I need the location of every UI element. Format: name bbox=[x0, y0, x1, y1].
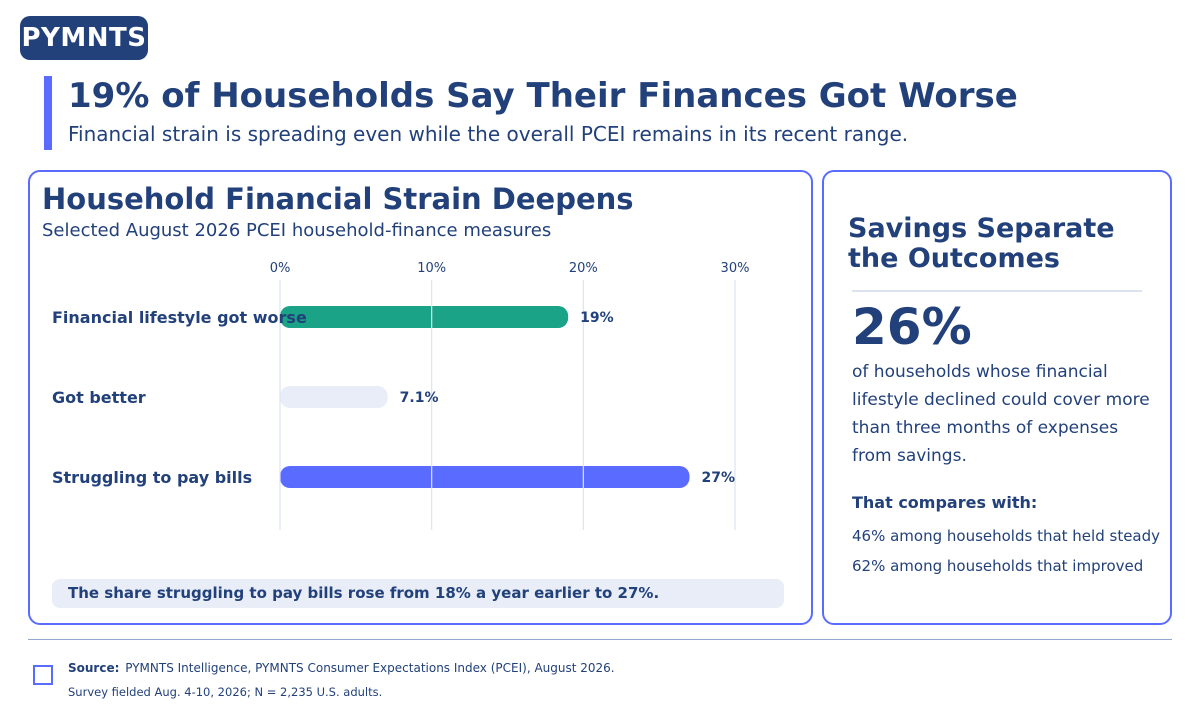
bar-chart: 0% 10% 20% 30% Financial lifestyle got worse… bbox=[52, 261, 750, 530]
x-tick-label-0: 0% bbox=[270, 261, 291, 276]
category-label-1: Got better bbox=[52, 388, 146, 407]
survey-note: Survey fielded Aug. 4-10, 2026; N = 2,23… bbox=[68, 685, 383, 699]
bar-1 bbox=[280, 386, 388, 408]
savings-card: Savings Separate the Outcomes 26% of hou… bbox=[822, 170, 1172, 625]
page-headline: 19% of Households Say Their Finances Got… bbox=[68, 76, 1018, 116]
value-label-0: 19% bbox=[580, 310, 614, 326]
source-line: Source: PYMNTS Intelligence, PYMNTS Cons… bbox=[68, 661, 615, 675]
value-label-2: 27% bbox=[702, 470, 736, 486]
source-text: PYMNTS Intelligence, PYMNTS Consumer Exp… bbox=[125, 661, 615, 675]
headline-accent-bar bbox=[44, 76, 52, 150]
compare-heading: That compares with: bbox=[852, 493, 1038, 512]
chart-card: Household Financial Strain Deepens Selec… bbox=[28, 170, 813, 625]
x-tick-label-2: 20% bbox=[569, 261, 598, 276]
value-label-1: 7.1% bbox=[400, 390, 439, 406]
compare-item-steady: 46% among households that held steady bbox=[852, 527, 1161, 545]
chart-title: Household Financial Strain Deepens bbox=[42, 182, 634, 216]
chart-subtitle: Selected August 2026 PCEI household-fina… bbox=[42, 220, 552, 241]
source-label: Source: bbox=[68, 661, 120, 675]
chart-note: The share struggling to pay bills rose f… bbox=[52, 579, 784, 608]
footer-divider bbox=[28, 639, 1172, 640]
compare-item-improved: 62% among households that improved bbox=[852, 557, 1144, 575]
savings-big-stat: 26% bbox=[852, 298, 972, 356]
pymnts-logo: PYMNTS bbox=[20, 16, 148, 60]
bar-0 bbox=[280, 306, 569, 328]
category-label-0: Financial lifestyle got worse bbox=[52, 308, 307, 327]
savings-description: of households whose financial lifestyle … bbox=[852, 362, 1150, 466]
x-tick-label-3: 30% bbox=[721, 261, 750, 276]
x-tick-label-1: 10% bbox=[417, 261, 446, 276]
page-subhead: Financial strain is spreading even while… bbox=[68, 122, 909, 146]
source-icon bbox=[33, 665, 53, 685]
savings-title: Savings Separate the Outcomes bbox=[848, 213, 1115, 274]
savings-divider bbox=[852, 290, 1142, 292]
category-label-2: Struggling to pay bills bbox=[52, 468, 252, 487]
bar-2 bbox=[280, 466, 690, 488]
